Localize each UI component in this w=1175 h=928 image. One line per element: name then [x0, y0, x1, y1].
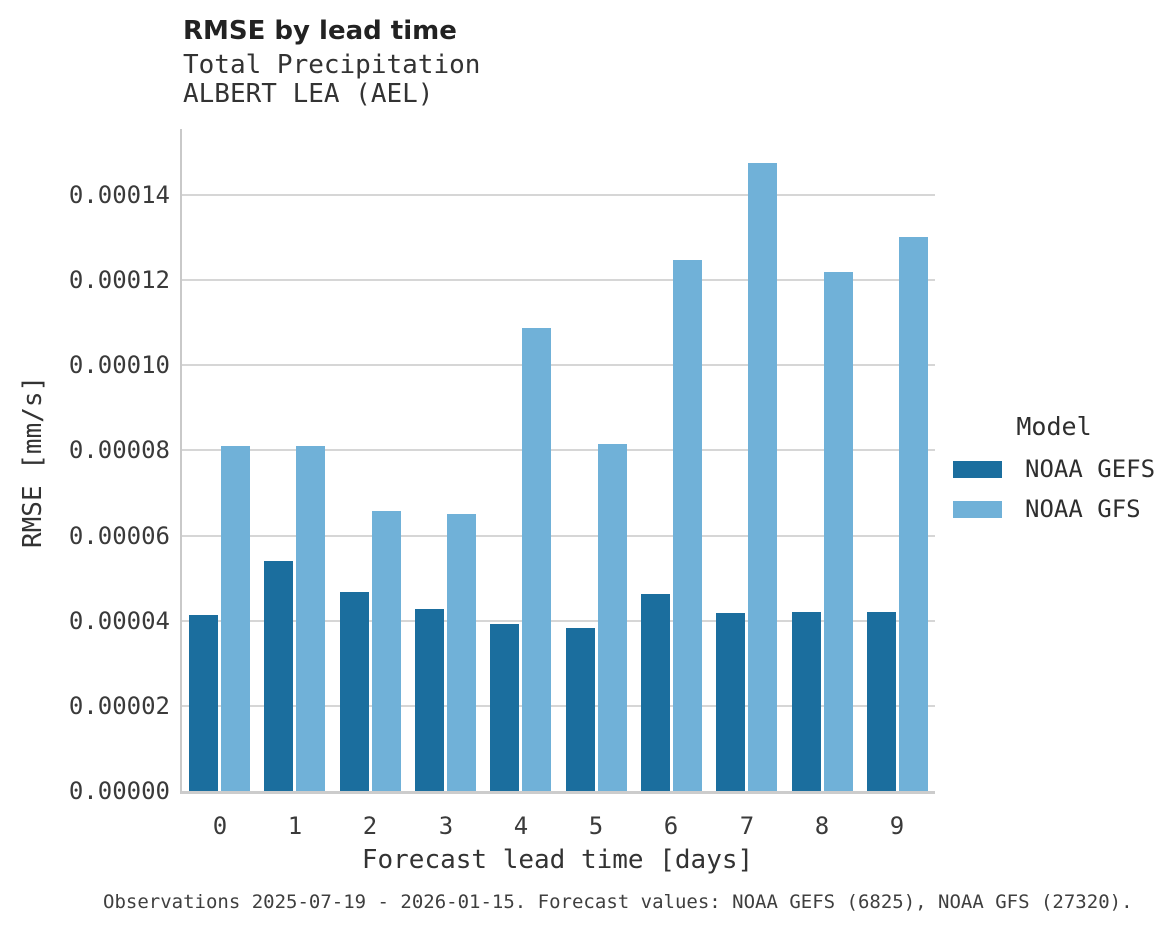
legend-swatch-noaa-gefs: [953, 460, 1002, 478]
gridline: [182, 449, 935, 452]
y-tick-label: 0.00004: [68, 607, 170, 635]
gridline: [182, 619, 935, 622]
bar-noaa-gfs-lead-4: [522, 328, 551, 791]
x-tick-label: 6: [663, 812, 679, 840]
bar-noaa-gefs-lead-5: [566, 628, 595, 791]
x-tick-label: 2: [362, 812, 378, 840]
y-tick-label: 0.00010: [68, 351, 170, 379]
gridline: [182, 279, 935, 282]
bar-noaa-gfs-lead-8: [824, 272, 853, 791]
y-tick-label: 0.00002: [68, 692, 170, 720]
gridline: [182, 364, 935, 367]
bar-noaa-gefs-lead-0: [189, 615, 218, 791]
legend-swatch-noaa-gfs: [953, 500, 1002, 518]
bar-noaa-gfs-lead-7: [748, 163, 777, 791]
legend-entry-noaa-gefs: NOAA GEFS: [953, 455, 1175, 483]
y-tick-label: 0.00006: [68, 522, 170, 550]
bar-noaa-gefs-lead-1: [264, 561, 293, 791]
y-tick-label: 0.00008: [68, 436, 170, 464]
y-tick-label: 0.00014: [68, 181, 170, 209]
bar-noaa-gefs-lead-2: [340, 592, 369, 791]
legend-entry-noaa-gfs: NOAA GFS: [953, 495, 1175, 523]
bar-noaa-gfs-lead-3: [447, 514, 476, 791]
legend-title: Model: [1016, 412, 1092, 441]
legend-label: NOAA GEFS: [1025, 455, 1156, 483]
bar-noaa-gefs-lead-8: [792, 612, 821, 791]
x-tick-label: 3: [438, 812, 454, 840]
chart-title: RMSE by lead time: [183, 16, 457, 46]
bar-noaa-gefs-lead-7: [716, 613, 745, 791]
gridline: [182, 534, 935, 537]
bar-noaa-gefs-lead-6: [641, 594, 670, 791]
x-tick-label: 5: [588, 812, 604, 840]
x-axis-label: Forecast lead time [days]: [361, 845, 754, 875]
x-tick-label: 8: [814, 812, 830, 840]
chart-subtitle-station: ALBERT LEA (AEL): [183, 79, 434, 109]
plot-area: [180, 129, 935, 794]
x-tick-label: 7: [739, 812, 755, 840]
bar-noaa-gfs-lead-1: [296, 446, 325, 791]
bar-noaa-gfs-lead-6: [673, 260, 702, 791]
bar-noaa-gfs-lead-0: [221, 446, 250, 791]
gridline: [182, 704, 935, 707]
bar-noaa-gfs-lead-2: [372, 511, 401, 791]
bar-noaa-gfs-lead-9: [899, 237, 928, 791]
legend-label: NOAA GFS: [1025, 495, 1141, 523]
legend: Model NOAA GEFS NOAA GFS: [953, 412, 1175, 523]
x-tick-label: 4: [513, 812, 529, 840]
caption-observations: Observations 2025-07-19 - 2026-01-15. Fo…: [103, 891, 1133, 913]
gridline: [182, 194, 935, 196]
chart-subtitle-variable: Total Precipitation: [183, 50, 481, 80]
bar-noaa-gefs-lead-4: [490, 624, 519, 791]
bar-noaa-gfs-lead-5: [598, 444, 627, 791]
x-tick-label: 0: [212, 812, 228, 840]
bar-noaa-gefs-lead-9: [867, 612, 896, 791]
x-tick-label: 1: [287, 812, 303, 840]
bar-noaa-gefs-lead-3: [415, 609, 444, 791]
x-tick-label: 9: [889, 812, 905, 840]
y-tick-label: 0.00000: [68, 777, 170, 805]
y-tick-label: 0.00012: [68, 266, 170, 294]
